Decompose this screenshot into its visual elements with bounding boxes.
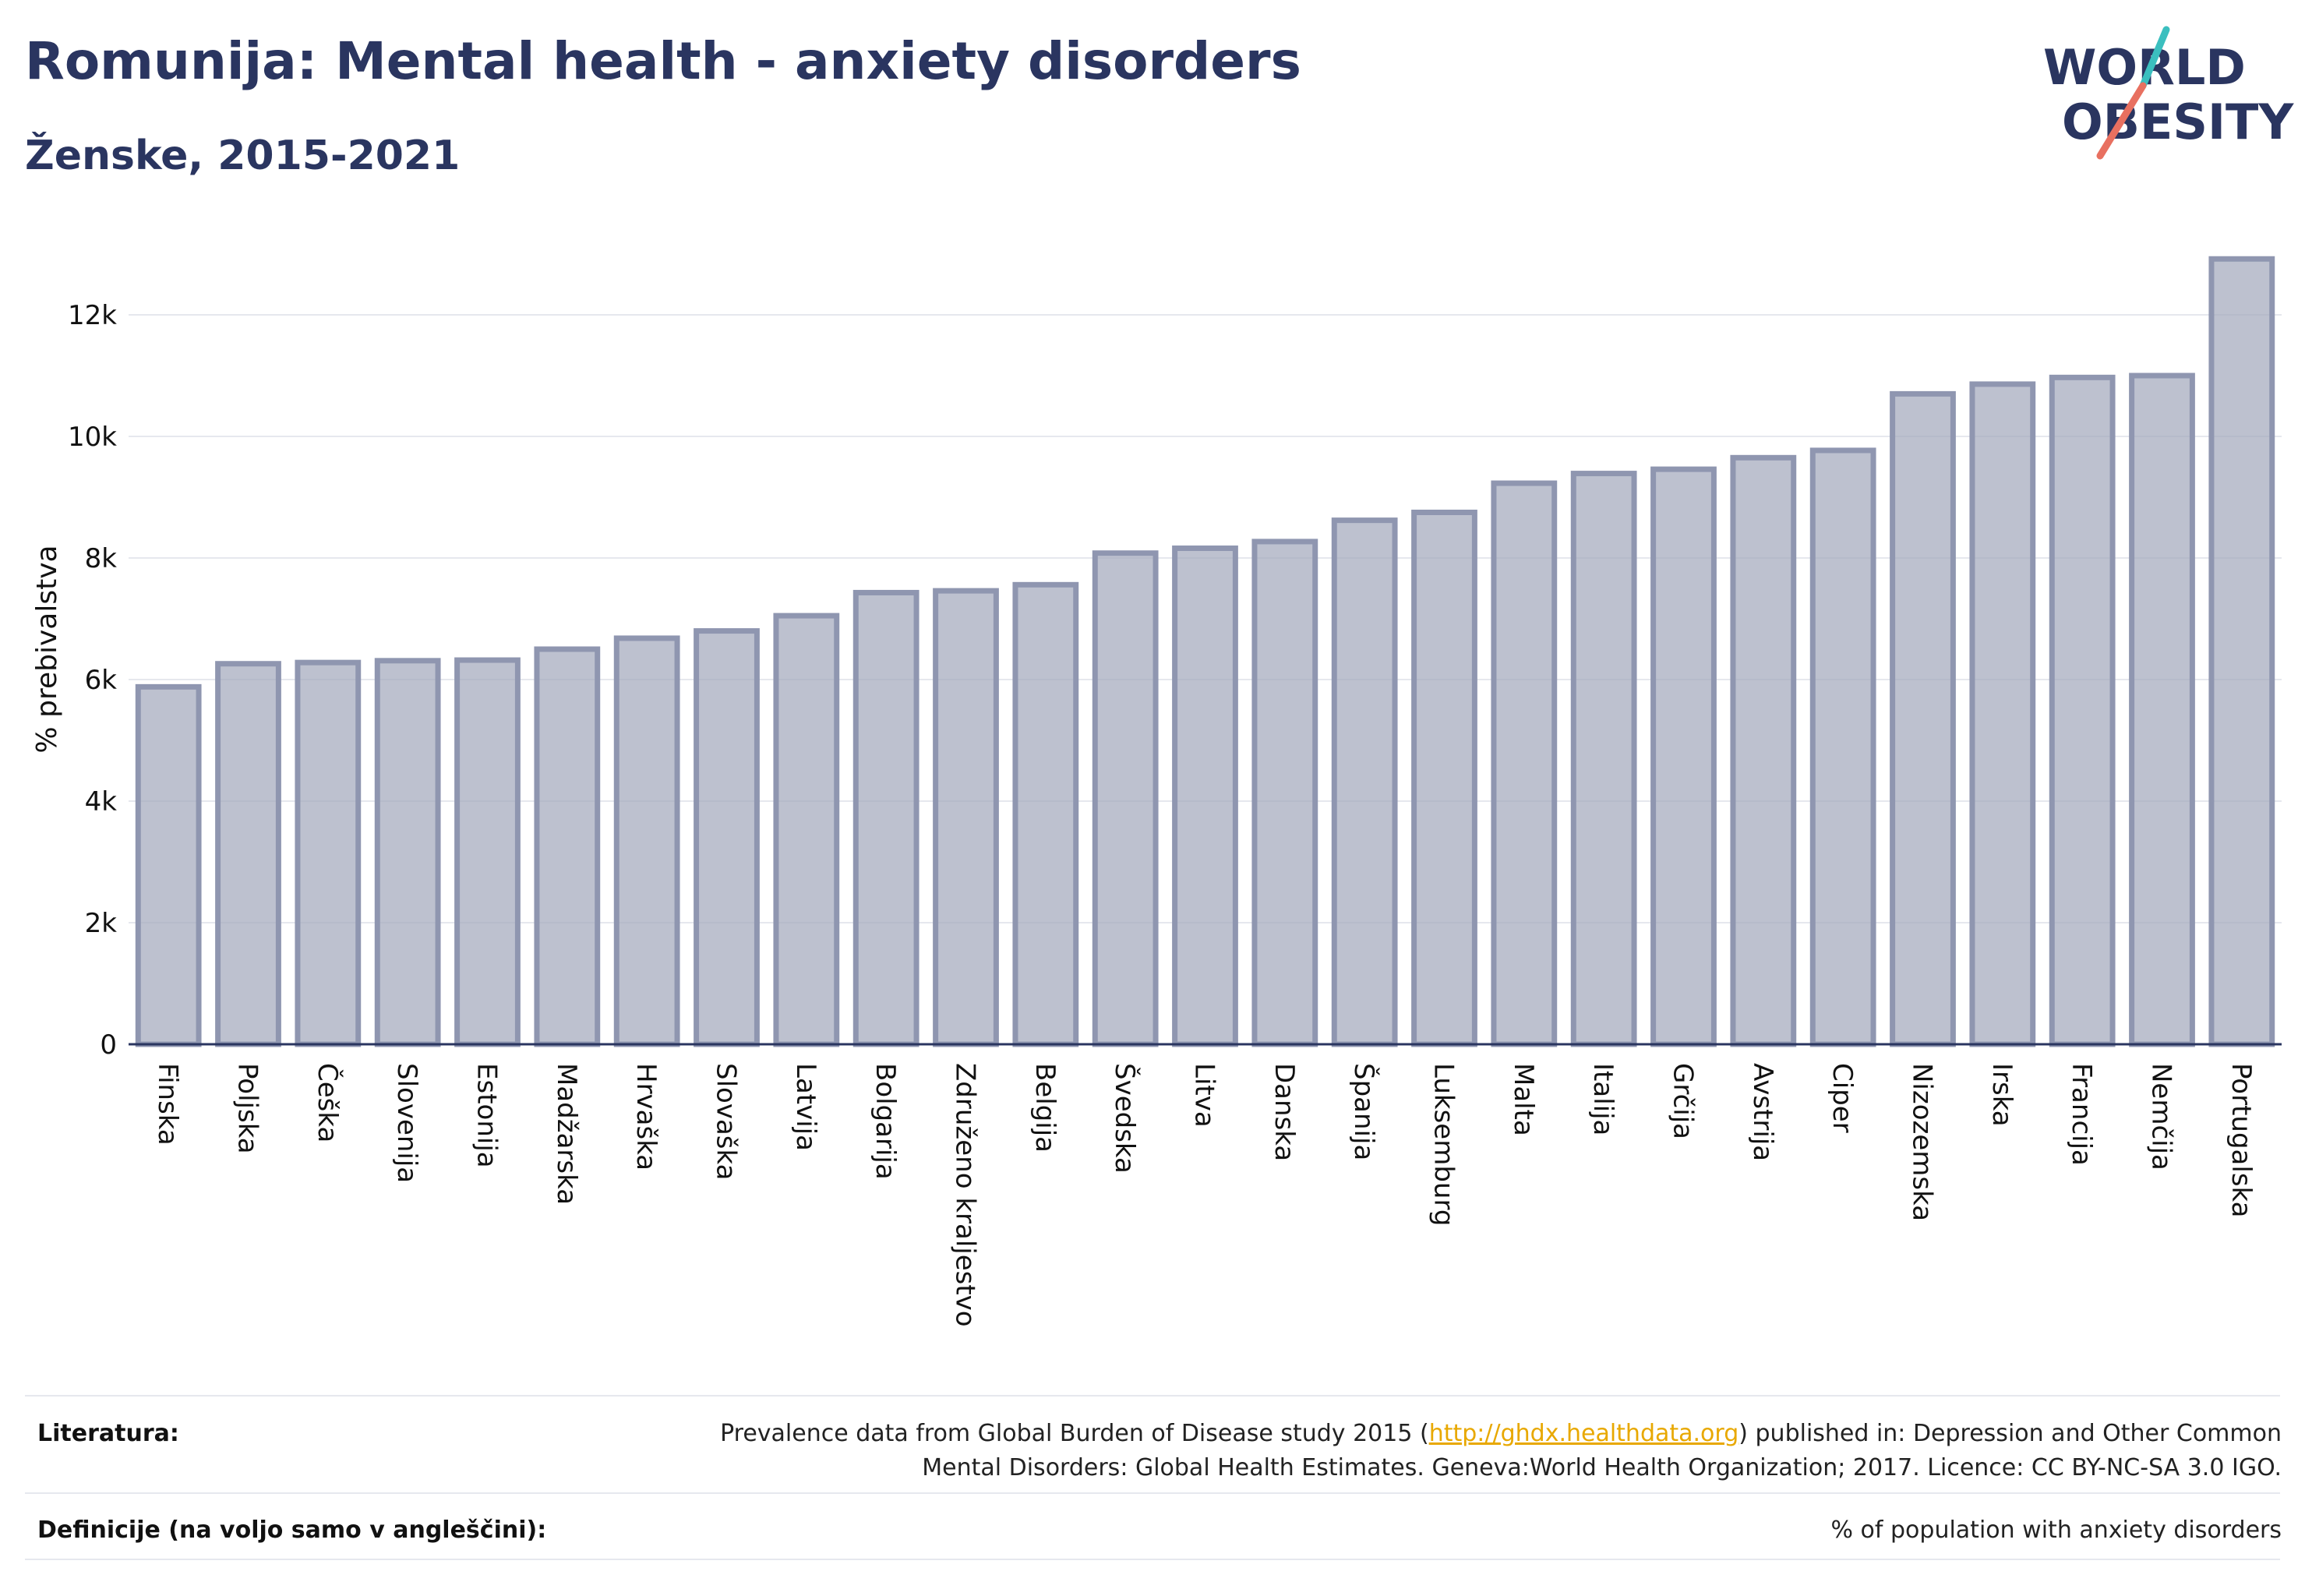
bar-Hrvaška	[613, 635, 680, 1047]
y-tick-label: 12k	[68, 300, 117, 331]
definition-label: Definicije (na voljo samo v angleščini):	[37, 1517, 547, 1544]
x-tick-label: Češka	[312, 1063, 344, 1142]
x-tick-label: Finska	[152, 1063, 183, 1146]
x-tick-label: Italija	[1587, 1063, 1618, 1135]
bar-Belgija	[1012, 581, 1079, 1047]
page-title: Romunija: Mental health - anxiety disord…	[25, 31, 1301, 91]
x-tick-label: Danska	[1269, 1063, 1300, 1161]
x-tick-label: Švedska	[1109, 1063, 1141, 1174]
bar-Francija	[2049, 374, 2116, 1047]
bar-Ciper	[1809, 447, 1876, 1047]
bar-Portugalska	[2208, 256, 2275, 1047]
x-tick-label: Španija	[1348, 1063, 1380, 1160]
y-tick-label: 0	[100, 1029, 117, 1061]
logo-slash-teal-icon	[2139, 26, 2170, 90]
bar-Luksemburg	[1411, 510, 1477, 1047]
bar-Litva	[1172, 546, 1238, 1047]
literature-text: Prevalence data from Global Burden of Di…	[720, 1417, 2282, 1485]
bar-Finska	[135, 683, 202, 1047]
bar-Slovaška	[694, 628, 760, 1047]
bar-Danska	[1251, 538, 1318, 1047]
logo-line-2: OBESITY	[2062, 94, 2294, 150]
definition-text: % of population with anxiety disorders	[1830, 1517, 2282, 1544]
logo-slash-coral-icon	[2096, 82, 2147, 160]
bar-Malta	[1491, 480, 1558, 1047]
bar-Švedska	[1092, 550, 1159, 1047]
bar-Italija	[1570, 471, 1637, 1047]
footer-divider-top	[25, 1395, 2280, 1396]
x-tick-label: Nizozemska	[1907, 1063, 1938, 1221]
y-tick-label: 2k	[85, 908, 118, 939]
x-tick-label: Poljska	[232, 1063, 263, 1154]
literature-link[interactable]: http://ghdx.healthdata.org	[1428, 1420, 1739, 1447]
world-obesity-logo: WORLD OBESITY	[2043, 26, 2294, 160]
y-tick-label: 10k	[68, 422, 117, 453]
x-tick-label: Irska	[1986, 1063, 2017, 1127]
bar-chart: 0 2k 4k 6k 8k 10k 12k Finska Poljska Češka Sloven…	[31, 256, 2282, 1327]
y-tick-label: 4k	[85, 786, 118, 817]
literature-label: Literatura:	[37, 1420, 179, 1447]
x-tick-label: Estonija	[471, 1063, 503, 1168]
footer-divider-bottom	[25, 1559, 2280, 1560]
literature-text-line2: Mental Disorders: Global Health Estimate…	[922, 1454, 2282, 1481]
y-tick-label: 6k	[85, 665, 118, 696]
x-tick-label: Nemčija	[2146, 1063, 2177, 1171]
x-tick-label: Belgija	[1029, 1063, 1061, 1153]
bar-Nemčija	[2129, 373, 2195, 1047]
y-axis-ticks: 0 2k 4k 6k 8k 10k 12k	[68, 300, 117, 1061]
bar-Slovenija	[374, 658, 441, 1047]
bar-Španija	[1331, 517, 1398, 1047]
x-tick-label: Združeno kraljestvo	[950, 1063, 981, 1327]
x-tick-label: Malta	[1508, 1063, 1539, 1136]
x-tick-label: Ciper	[1827, 1063, 1858, 1133]
literature-text-pre: Prevalence data from Global Burden of Di…	[720, 1420, 1429, 1447]
bar-Avstrija	[1730, 454, 1797, 1047]
x-tick-label: Portugalska	[2226, 1063, 2257, 1217]
literature-text-post: ) published in: Depression and Other Com…	[1738, 1420, 2282, 1447]
bar-Češka	[295, 659, 362, 1047]
bar-Nizozemska	[1890, 390, 1956, 1047]
y-axis-label: % prebivalstva	[31, 545, 63, 753]
x-tick-label: Bolgarija	[870, 1063, 901, 1180]
y-tick-label: 8k	[85, 543, 118, 574]
bar-Latvija	[773, 613, 840, 1047]
bar-Bolgarija	[852, 589, 920, 1047]
bar-Madžarska	[534, 646, 601, 1047]
x-tick-label: Luksemburg	[1428, 1063, 1460, 1226]
x-tick-label: Madžarska	[551, 1063, 582, 1205]
bar-Grčija	[1650, 466, 1717, 1047]
x-tick-label: Hrvaška	[630, 1063, 662, 1171]
chart-bars	[135, 256, 2275, 1047]
footer-divider-mid	[25, 1492, 2280, 1494]
x-tick-label: Slovenija	[391, 1063, 422, 1183]
x-tick-label: Latvija	[790, 1063, 821, 1151]
bar-Poljska	[215, 661, 281, 1047]
x-tick-label: Grčija	[1668, 1063, 1699, 1139]
bar-Estonija	[454, 657, 521, 1047]
x-tick-label: Avstrija	[1747, 1063, 1778, 1161]
x-axis-ticks: Finska Poljska Češka Slovenija Estonija Madža…	[152, 1063, 2257, 1327]
bar-Irska	[1969, 381, 2036, 1047]
x-tick-label: Francija	[2066, 1063, 2097, 1166]
page-subtitle: Ženske, 2015-2021	[25, 132, 461, 179]
x-tick-label: Litva	[1189, 1063, 1220, 1128]
bar-Združeno kraljestvo	[933, 588, 999, 1047]
x-tick-label: Slovaška	[711, 1063, 742, 1180]
